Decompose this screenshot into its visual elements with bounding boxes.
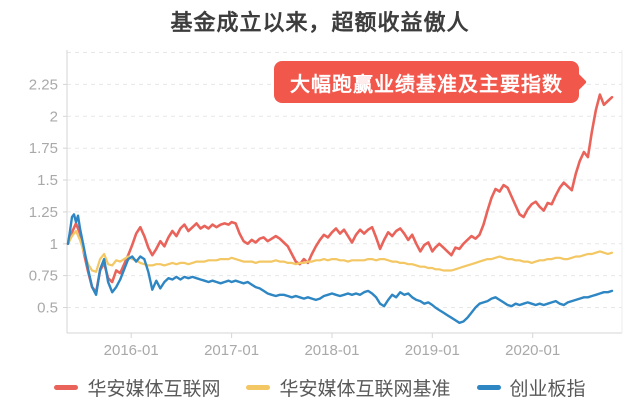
callout-badge-text: 大幅跑赢业绩基准及主要指数 <box>290 73 563 96</box>
svg-text:1.25: 1.25 <box>29 204 58 221</box>
svg-text:1.75: 1.75 <box>29 140 58 157</box>
benchmark-line-swatch-icon <box>246 385 271 390</box>
svg-text:0.75: 0.75 <box>29 268 58 285</box>
legend-label-chinext: 创业板指 <box>509 379 586 400</box>
svg-text:2019-01: 2019-01 <box>405 342 460 356</box>
svg-text:1.5: 1.5 <box>37 172 58 189</box>
performance-line-chart: 0.5 0.75 1 1.25 1.5 1.75 2 2.25 2016-01 2017-01 20… <box>29 50 623 356</box>
legend-label-benchmark: 华安媒体互联网基准 <box>279 379 451 400</box>
chinext-line-swatch-icon <box>476 385 501 390</box>
svg-text:0.5: 0.5 <box>37 300 58 317</box>
svg-text:2017-01: 2017-01 <box>204 342 259 356</box>
svg-text:2.25: 2.25 <box>29 76 58 93</box>
legend-label-fund: 华安媒体互联网 <box>87 379 221 400</box>
legend-item-benchmark[interactable]: 华安媒体互联网基准 <box>246 374 451 401</box>
svg-text:2020-01: 2020-01 <box>505 342 560 356</box>
legend-item-chinext[interactable]: 创业板指 <box>476 374 586 401</box>
page-title: 基金成立以来，超额收益傲人 <box>170 10 470 35</box>
svg-text:2016-01: 2016-01 <box>104 342 159 356</box>
svg-text:2: 2 <box>50 108 58 125</box>
svg-text:2018-01: 2018-01 <box>304 342 359 356</box>
chart-legend: 华安媒体互联网 华安媒体互联网基准 创业板指 <box>0 374 640 401</box>
callout-badge: 大幅跑赢业绩基准及主要指数 <box>274 61 587 103</box>
fund-line-swatch-icon <box>54 385 79 390</box>
legend-item-fund[interactable]: 华安媒体互联网 <box>54 374 220 401</box>
svg-text:1: 1 <box>50 236 58 253</box>
